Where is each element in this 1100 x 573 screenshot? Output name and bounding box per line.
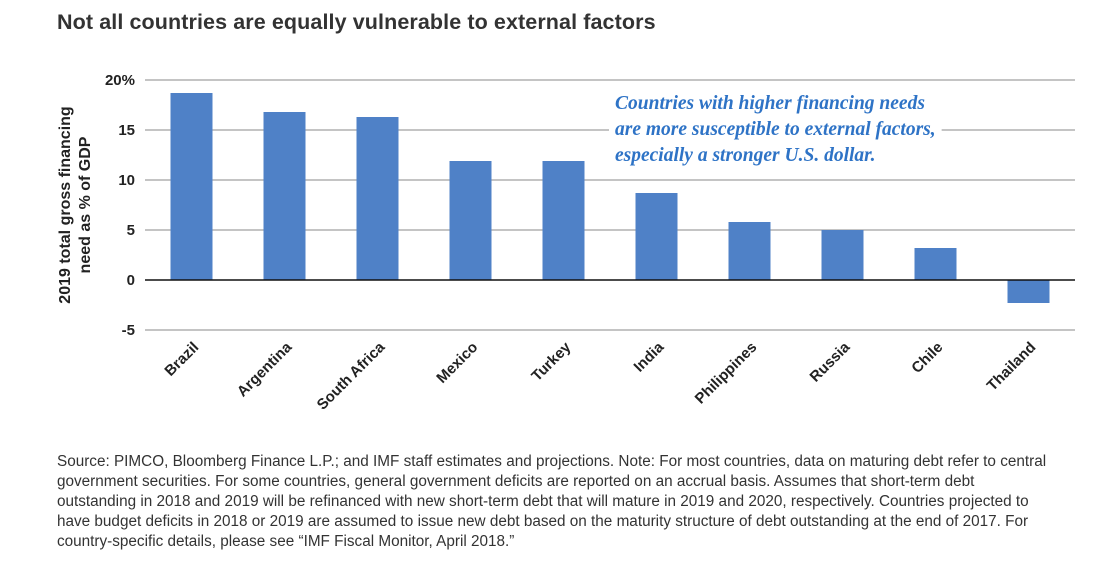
source-note: Source: PIMCO, Bloomberg Finance L.P.; a… xyxy=(57,453,1047,550)
bars xyxy=(170,93,1050,303)
category-label: Chile xyxy=(908,339,946,377)
y-tick-labels: 20% 15 10 5 0 -5 xyxy=(105,72,135,339)
category-label: Brazil xyxy=(161,339,202,380)
bar xyxy=(449,161,492,280)
chart-title: Not all countries are equally vulnerable… xyxy=(57,10,656,34)
category-label: Russia xyxy=(807,338,854,385)
annotation-line: are more susceptible to external factors… xyxy=(615,119,936,140)
category-label: South Africa xyxy=(314,338,389,413)
bar xyxy=(263,112,306,280)
y-axis-label: 2019 total gross financing need as % of G… xyxy=(57,106,94,303)
y-axis-title-line: need as % of GDP xyxy=(77,136,94,273)
category-label: India xyxy=(631,338,668,375)
bar xyxy=(542,161,585,280)
y-tick-label: 0 xyxy=(127,272,135,289)
y-axis-title: 2019 total gross financing need as % of G… xyxy=(57,106,94,303)
annotation-line: especially a stronger U.S. dollar. xyxy=(615,145,876,166)
bar xyxy=(821,230,864,280)
y-tick-label: 5 xyxy=(127,222,135,239)
y-tick-label: -5 xyxy=(122,322,135,339)
bar xyxy=(356,117,399,280)
bar xyxy=(728,222,771,280)
category-label: Turkey xyxy=(528,338,574,384)
category-label: Mexico xyxy=(433,339,481,387)
annotation: Countries with higher financing needs are… xyxy=(609,93,942,166)
y-tick-label: 10 xyxy=(118,172,135,189)
y-axis-title-line: 2019 total gross financing xyxy=(57,106,74,303)
bar xyxy=(914,248,957,280)
category-label: Philippines xyxy=(692,339,761,408)
annotation-backing xyxy=(609,145,882,166)
bar xyxy=(635,193,678,280)
annotation-backing xyxy=(609,119,942,140)
bar xyxy=(1007,280,1050,303)
x-category-labels: Brazil Argentina South Africa Mexico Turkey I… xyxy=(161,338,1039,413)
y-tick-label: 15 xyxy=(118,122,135,139)
category-label: Thailand xyxy=(984,339,1040,395)
category-label: Argentina xyxy=(234,338,296,400)
y-tick-label: 20% xyxy=(105,72,135,89)
annotation-line: Countries with higher financing needs xyxy=(615,93,925,114)
bar-chart: 20% 15 10 5 0 -5 Brazil Argentina South Africa M… xyxy=(57,72,1075,413)
annotation-backing xyxy=(609,93,931,114)
bar xyxy=(170,93,213,280)
